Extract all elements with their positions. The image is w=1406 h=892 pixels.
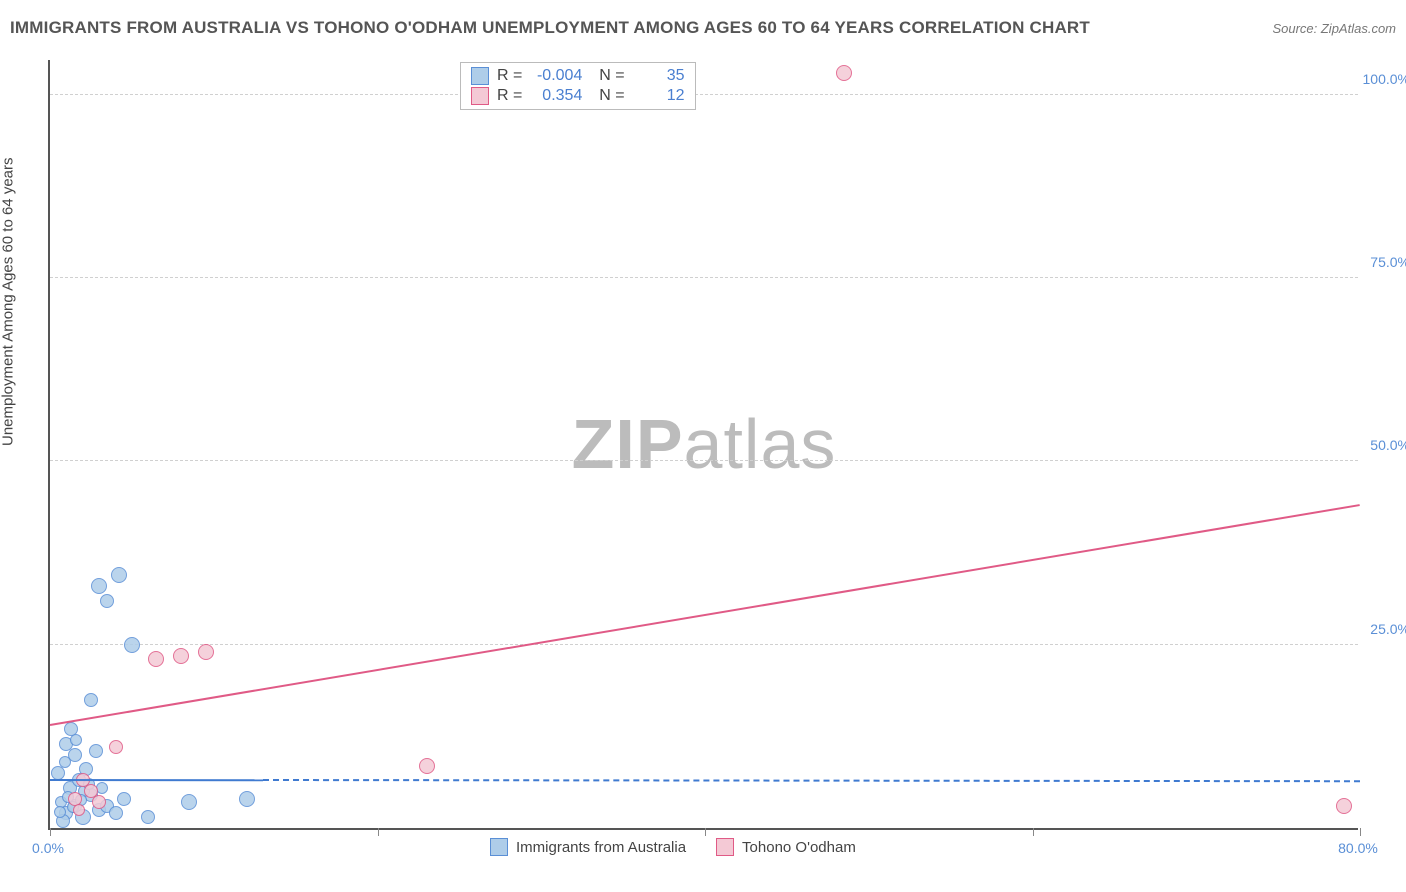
gridline: [50, 460, 1358, 461]
trend-line: [263, 779, 1360, 782]
x-tick: [1360, 828, 1361, 836]
x-tick-label: 80.0%: [1338, 840, 1378, 856]
scatter-point: [148, 651, 164, 667]
legend-r-value: 0.354: [530, 87, 582, 105]
scatter-point: [117, 792, 131, 806]
legend-item: Immigrants from Australia: [490, 838, 686, 856]
legend-r-label: R =: [497, 87, 522, 105]
legend-r-label: R =: [497, 67, 522, 85]
correlation-legend: R = -0.004 N = 35 R = 0.354 N = 12: [460, 62, 696, 110]
x-tick: [378, 828, 379, 836]
x-tick: [50, 828, 51, 836]
x-tick: [1033, 828, 1034, 836]
scatter-point: [73, 804, 85, 816]
plot-area: ZIPatlas 25.0%50.0%75.0%100.0%: [48, 60, 1358, 830]
watermark-atlas: atlas: [684, 405, 837, 483]
scatter-point: [419, 758, 435, 774]
scatter-point: [836, 65, 852, 81]
x-tick-label: 0.0%: [32, 840, 64, 856]
legend-swatch: [716, 838, 734, 856]
scatter-point: [54, 806, 66, 818]
legend-series-name: Immigrants from Australia: [516, 839, 686, 856]
gridline: [50, 94, 1358, 95]
scatter-point: [239, 791, 255, 807]
scatter-point: [92, 795, 106, 809]
source-label: Source: ZipAtlas.com: [1272, 21, 1396, 36]
scatter-point: [70, 734, 82, 746]
legend-n-value: 12: [633, 87, 685, 105]
scatter-point: [1336, 798, 1352, 814]
legend-swatch: [471, 87, 489, 105]
legend-r-value: -0.004: [530, 67, 582, 85]
scatter-point: [173, 648, 189, 664]
trend-line: [50, 779, 263, 781]
watermark-zip: ZIP: [572, 405, 684, 483]
series-legend: Immigrants from Australia Tohono O'odham: [490, 838, 856, 856]
legend-row: R = -0.004 N = 35: [471, 67, 685, 85]
watermark: ZIPatlas: [572, 404, 837, 484]
y-tick-label: 50.0%: [1370, 437, 1406, 453]
scatter-point: [124, 637, 140, 653]
scatter-point: [100, 594, 114, 608]
chart-title: IMMIGRANTS FROM AUSTRALIA VS TOHONO O'OD…: [10, 18, 1090, 38]
legend-item: Tohono O'odham: [716, 838, 856, 856]
y-tick-label: 100.0%: [1363, 71, 1406, 87]
scatter-point: [59, 756, 71, 768]
y-tick-label: 75.0%: [1370, 254, 1406, 270]
legend-row: R = 0.354 N = 12: [471, 87, 685, 105]
scatter-point: [109, 740, 123, 754]
gridline: [50, 277, 1358, 278]
scatter-point: [109, 806, 123, 820]
scatter-point: [181, 794, 197, 810]
scatter-point: [84, 693, 98, 707]
legend-series-name: Tohono O'odham: [742, 839, 856, 856]
scatter-point: [89, 744, 103, 758]
legend-swatch: [471, 67, 489, 85]
scatter-point: [198, 644, 214, 660]
scatter-point: [91, 578, 107, 594]
scatter-point: [51, 766, 65, 780]
legend-n-value: 35: [633, 67, 685, 85]
scatter-point: [96, 782, 108, 794]
legend-n-label: N =: [590, 67, 624, 85]
legend-n-label: N =: [590, 87, 624, 105]
gridline: [50, 644, 1358, 645]
y-axis-title: Unemployment Among Ages 60 to 64 years: [0, 157, 17, 446]
trend-line: [50, 504, 1360, 726]
x-tick: [705, 828, 706, 836]
scatter-point: [111, 567, 127, 583]
legend-swatch: [490, 838, 508, 856]
y-tick-label: 25.0%: [1370, 621, 1406, 637]
scatter-point: [141, 810, 155, 824]
